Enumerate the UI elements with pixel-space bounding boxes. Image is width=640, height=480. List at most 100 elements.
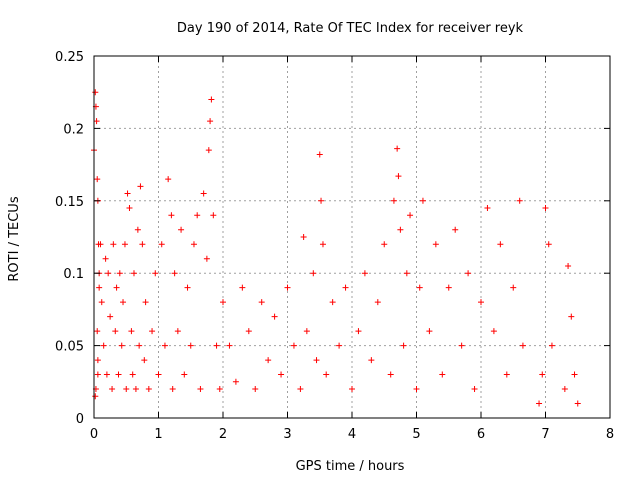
chart-title: Day 190 of 2014, Rate Of TEC Index for r… [177, 21, 524, 36]
data-point [194, 212, 201, 219]
data-point [478, 299, 484, 306]
data-point [94, 328, 101, 335]
data-point [329, 299, 336, 306]
data-point [121, 241, 128, 248]
data-point [519, 342, 526, 349]
data-point [102, 255, 109, 262]
data-point [105, 270, 112, 277]
x-tick-label: 4 [348, 427, 356, 442]
data-point [174, 328, 181, 335]
data-point [445, 284, 452, 291]
y-axis-label: ROTI / TECUs [7, 196, 22, 281]
data-point [400, 342, 407, 349]
data-point [171, 270, 178, 277]
y-tick-label: 0.1 [63, 267, 84, 282]
data-point [290, 342, 297, 349]
data-point [465, 270, 472, 277]
data-point [561, 386, 568, 393]
data-point [390, 197, 397, 204]
y-tick-label: 0 [76, 412, 84, 427]
data-point [115, 371, 122, 378]
data-point [205, 147, 212, 154]
data-point [416, 284, 423, 291]
data-point [545, 241, 552, 248]
data-point [112, 328, 119, 335]
data-point [141, 357, 148, 364]
data-point [510, 284, 517, 291]
data-point [110, 241, 117, 248]
axis-ticks: 0 1 2 3 4 5 6 7 8 0 0.05 0.1 0.15 0.2 0.25 [55, 50, 614, 442]
data-point [107, 313, 114, 320]
data-point [94, 357, 101, 364]
data-point [168, 212, 175, 219]
data-point [200, 190, 207, 197]
data-point [361, 270, 368, 277]
data-point [129, 371, 136, 378]
data-point [374, 299, 381, 306]
data-point [271, 313, 278, 320]
y-tick-label: 0.2 [63, 122, 84, 137]
data-point [284, 284, 291, 291]
data-point [118, 342, 125, 349]
data-point [387, 371, 394, 378]
data-point [97, 241, 104, 248]
data-point [216, 386, 223, 393]
data-point [300, 234, 307, 240]
data-point [319, 241, 326, 248]
data-point [126, 205, 133, 212]
data-point [397, 226, 404, 233]
data-point [232, 378, 239, 385]
data-point [278, 371, 285, 378]
data-point [207, 118, 214, 125]
data-point [152, 270, 159, 277]
data-point [94, 371, 101, 378]
data-point [419, 197, 426, 204]
data-point [94, 176, 101, 183]
data-point [210, 212, 217, 219]
data-point [100, 342, 107, 349]
y-tick-label: 0.05 [55, 340, 84, 355]
x-tick-label: 5 [412, 427, 420, 442]
data-point [155, 371, 162, 378]
data-point [452, 226, 459, 233]
data-point [220, 299, 226, 306]
data-points [91, 89, 581, 407]
data-point [136, 342, 143, 349]
data-point [394, 145, 401, 152]
data-point [516, 197, 523, 204]
data-point [92, 89, 99, 96]
data-point [484, 205, 491, 212]
data-point [342, 284, 349, 291]
data-point [169, 386, 176, 393]
data-point [190, 241, 197, 248]
data-point [574, 400, 581, 407]
data-point [226, 342, 233, 349]
data-point [103, 371, 110, 378]
data-point [503, 371, 510, 378]
data-point [381, 241, 388, 248]
data-point [407, 212, 414, 219]
data-point [368, 357, 375, 364]
data-point [139, 241, 146, 248]
data-point [265, 357, 272, 364]
data-point [497, 241, 504, 248]
data-point [349, 386, 355, 393]
x-tick-label: 1 [154, 427, 162, 442]
data-point [178, 226, 185, 233]
data-point [203, 255, 210, 262]
data-point [149, 328, 156, 335]
data-point [113, 284, 120, 291]
data-point [116, 270, 123, 277]
data-point [316, 151, 323, 158]
data-point [142, 299, 149, 306]
data-point [165, 176, 172, 183]
data-point [96, 284, 103, 291]
data-point [158, 241, 165, 248]
data-point [120, 299, 127, 306]
data-point [109, 386, 116, 393]
data-point [548, 342, 555, 349]
data-point [323, 371, 330, 378]
data-point [310, 270, 317, 277]
data-point [471, 386, 478, 393]
data-point [130, 270, 137, 277]
